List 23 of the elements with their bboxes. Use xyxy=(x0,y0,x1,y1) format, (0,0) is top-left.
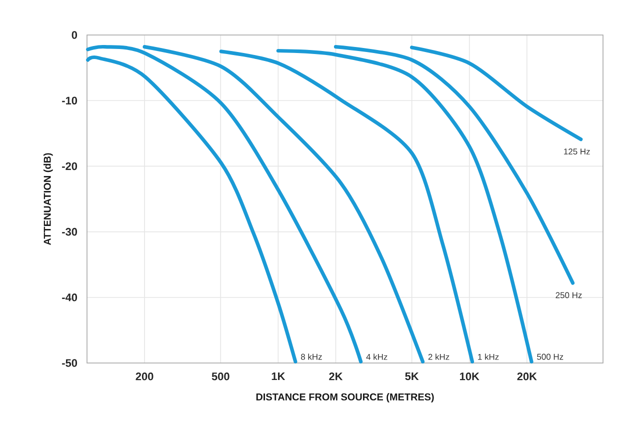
x-tick-label: 20K xyxy=(517,372,537,380)
x-tick-label: 200 xyxy=(136,372,154,380)
y-tick-label: 0 xyxy=(72,31,78,39)
x-tick-label: 1K xyxy=(272,372,286,380)
y-tick-label: -20 xyxy=(62,162,78,170)
y-tick-label: -30 xyxy=(62,228,78,236)
y-tick-label: -40 xyxy=(62,294,78,302)
x-tick-label: 2K xyxy=(329,372,343,380)
x-tick-label: 500 xyxy=(212,372,230,380)
x-tick-label: 5K xyxy=(405,372,419,380)
series-label: 4 kHz xyxy=(366,354,388,360)
x-tick-label: 10K xyxy=(460,372,480,380)
y-axis-title: ATTENUATION (dB) xyxy=(44,153,53,246)
series-label: 8 kHz xyxy=(301,354,322,360)
line-series xyxy=(410,46,583,142)
y-tick-label: -10 xyxy=(62,96,78,104)
y-tick-label: -50 xyxy=(62,359,78,367)
series-label: 125 Hz xyxy=(564,148,590,154)
series-label: 1 kHz xyxy=(478,354,499,360)
x-axis-title: DISTANCE FROM SOURCE (METRES) xyxy=(256,393,434,402)
series-label: 500 Hz xyxy=(537,354,564,360)
series-label: 2 kHz xyxy=(428,354,450,360)
series-label: 250 Hz xyxy=(556,292,582,298)
